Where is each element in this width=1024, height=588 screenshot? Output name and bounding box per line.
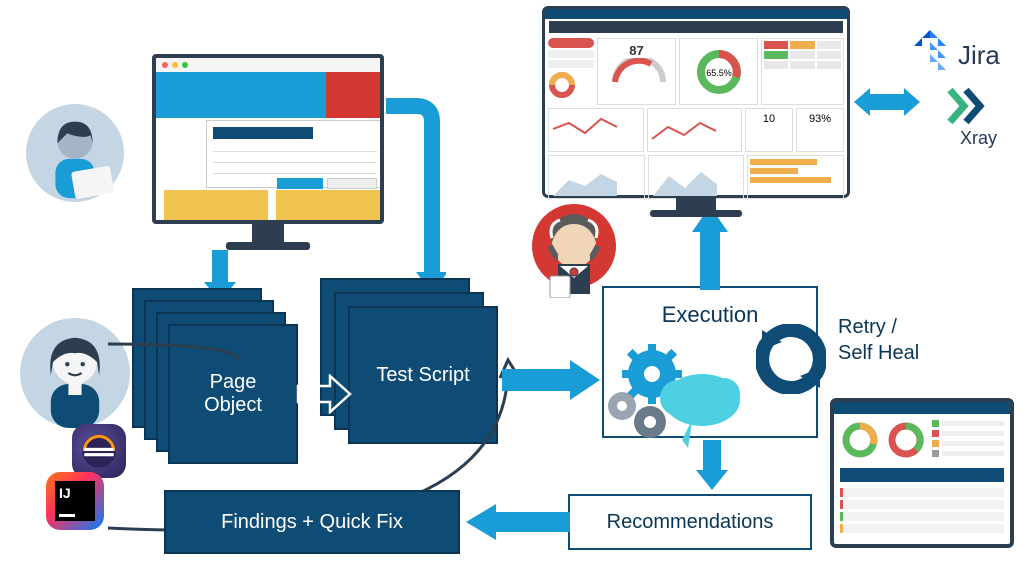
- monitor-recorder: [152, 54, 384, 250]
- intellij-icon: IJ: [46, 472, 104, 530]
- report-tablet: [830, 398, 1014, 548]
- gears-icon: [600, 344, 750, 454]
- findings-box: Findings + Quick Fix: [164, 490, 460, 554]
- recommendations-label: Recommendations: [607, 511, 774, 534]
- monitor-dashboard: 87 65.5% 10 93%: [542, 6, 850, 217]
- xray-icon: [946, 86, 986, 126]
- xray-label: Xray: [960, 128, 997, 149]
- arrow-monitor-to-test-script: [386, 88, 446, 298]
- retry-label-1: Retry /: [838, 316, 897, 339]
- arrow-script-to-execution: [502, 358, 604, 402]
- retry-label-2: Self Heal: [838, 342, 919, 365]
- svg-text:65.5%: 65.5%: [706, 68, 732, 78]
- intellij-label: IJ: [59, 485, 91, 501]
- jira-icon: [906, 28, 954, 76]
- retry-icon: [756, 324, 826, 394]
- recommendations-box: Recommendations: [568, 494, 812, 550]
- jira-label: Jira: [958, 40, 1000, 71]
- execution-label: Execution: [662, 302, 759, 328]
- arrow-rec-to-findings: [462, 502, 570, 542]
- arrow-dashboard-jira: [852, 84, 922, 120]
- arrow-exec-to-rec: [692, 440, 732, 494]
- browser-titlebar: [156, 58, 380, 72]
- avatar-developer-1: [26, 104, 124, 202]
- findings-label: Findings + Quick Fix: [221, 511, 403, 534]
